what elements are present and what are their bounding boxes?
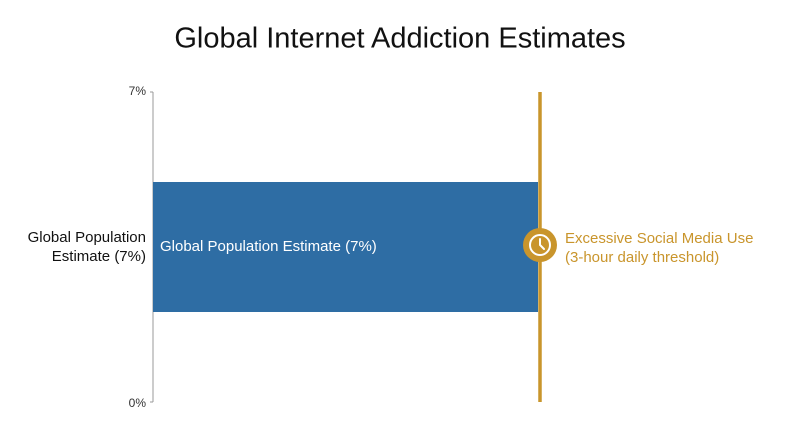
clock-hands <box>539 238 545 250</box>
chart-title: Global Internet Addiction Estimates <box>174 23 625 55</box>
y-tick-label: 7% <box>129 84 147 98</box>
category-label: Global Population Estimate (7%) <box>27 229 146 265</box>
threshold-label: (3-hour daily threshold) <box>565 249 719 266</box>
y-tick-label: 0% <box>129 396 147 410</box>
clock-face <box>529 234 551 256</box>
bar <box>153 182 538 312</box>
data-label: Global Population Estimate (7%) <box>160 238 377 255</box>
threshold-label: Excessive Social Media Use <box>565 230 753 247</box>
